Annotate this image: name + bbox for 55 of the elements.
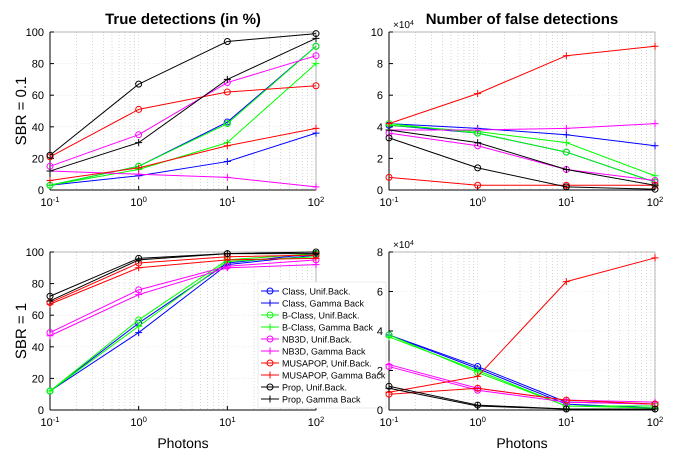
text: ×10$^{4}$ [393, 20, 414, 31]
x-tick-label: 10$^{1}$ [558, 194, 575, 209]
y-tick-label: 80 [32, 58, 44, 71]
y-axis-title: SBR = 0.1 [13, 76, 30, 146]
x-tick-label: 10$^{0}$ [469, 194, 486, 209]
y-tick-label: 8 [376, 247, 383, 259]
y-tick-label: 2 [376, 153, 383, 166]
x-tick-label: 10$^{1}$ [219, 194, 236, 209]
x-tick-label: 10$^{0}$ [130, 414, 147, 429]
y-tick-label: 40 [32, 122, 44, 134]
text: ×10$^{4}$ [393, 240, 414, 251]
y-axis-title: SBR = 1 [13, 302, 30, 360]
y-tick-label: 60 [32, 310, 44, 322]
y-tick-label: 80 [32, 278, 44, 291]
x-axis-title: Photons [157, 435, 209, 451]
legend-label: MUSAPOP, Unif.Back. [282, 358, 372, 368]
legend-label: Prop, Unif.Back. [282, 382, 348, 392]
x-tick-label: 10$^{2}$ [308, 414, 324, 429]
x-tick-label: 10$^{-1}$ [40, 414, 60, 429]
legend-label: NB3D, Unif.Back. [282, 334, 352, 344]
x-axis-title: Photons [496, 435, 548, 451]
y-tick-label: 0 [38, 405, 44, 417]
x-tick-label: 10$^{1}$ [219, 414, 236, 429]
y-tick-label: 10 [370, 27, 383, 39]
y-tick-label: 4 [376, 326, 383, 338]
y-tick-label: 40 [32, 342, 44, 354]
chart-title: Number of false detections [426, 11, 618, 28]
legend-label: B-Class, Unif.Back. [282, 310, 360, 320]
y-tick-label: 0 [38, 185, 44, 197]
x-tick-label: 10$^{2}$ [308, 194, 324, 209]
y-tick-label: 4 [376, 122, 383, 134]
x-tick-label: 10$^{-1}$ [40, 194, 60, 209]
y-tick-label: 0 [376, 185, 383, 197]
chart-title: True detections (in %) [105, 11, 261, 28]
legend-label: Prop, Gamma Back [282, 394, 362, 404]
y-tick-label: 8 [376, 58, 383, 71]
x-tick-label: 10$^{2}$ [646, 194, 664, 209]
y-tick-label: 6 [376, 90, 383, 102]
x-tick-label: 10$^{0}$ [469, 414, 486, 429]
legend-label: NB3D, Gamma Back [282, 346, 366, 356]
x-tick-label: 10$^{1}$ [558, 414, 575, 429]
x-tick-label: 10$^{2}$ [646, 414, 664, 429]
y-tick-label: 100 [26, 27, 44, 39]
legend-label: Class, Unif.Back. [282, 286, 351, 296]
y-tick-label: 20 [32, 373, 44, 386]
x-tick-label: 10$^{-1}$ [379, 414, 399, 429]
legend-label: Class, Gamma Back [282, 298, 365, 308]
legend-label: B-Class, Gamma Back [282, 322, 374, 332]
x-tick-label: 10$^{0}$ [130, 194, 147, 209]
y-tick-label: 20 [32, 153, 44, 166]
y-tick-label: 60 [32, 90, 44, 102]
x-tick-label: 10$^{-1}$ [379, 194, 399, 209]
y-tick-label: 100 [26, 247, 44, 259]
y-tick-label: 6 [376, 286, 383, 298]
y-tick-label: 0 [376, 405, 383, 417]
